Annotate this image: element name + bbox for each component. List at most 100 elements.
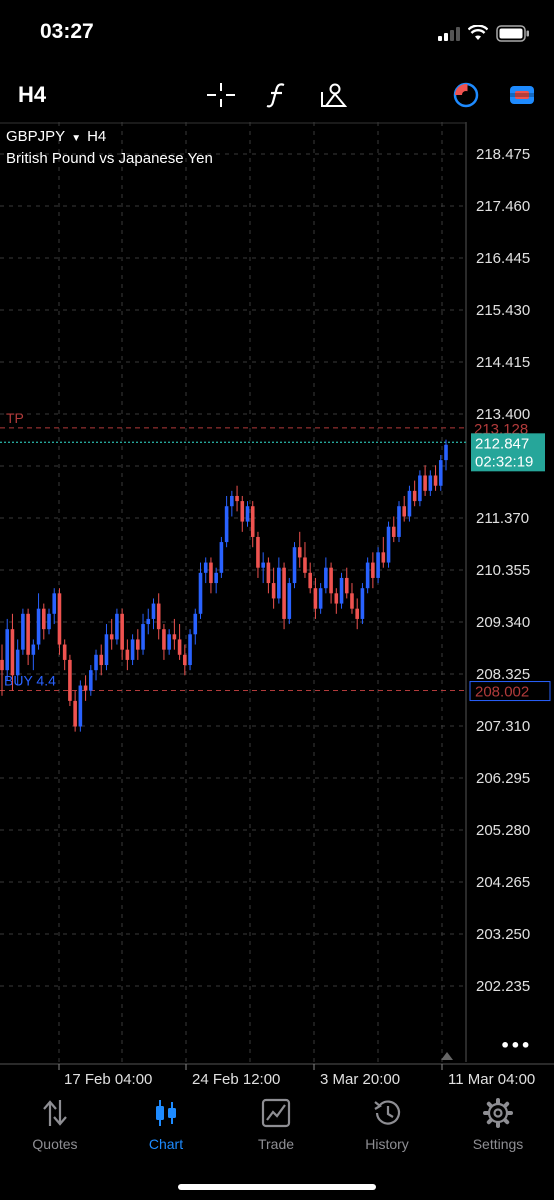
- candle: [376, 547, 380, 584]
- candle: [308, 562, 312, 594]
- price-chart[interactable]: TP BUY 4.4 218.475 217.460 216.445 215.430 21…: [0, 122, 554, 1092]
- candle-body: [115, 613, 119, 640]
- tab-settings[interactable]: Settings: [448, 1098, 548, 1158]
- candle-body: [407, 490, 412, 517]
- price-tick-label: 204.265: [476, 874, 530, 891]
- one-click-trading-icon[interactable]: [451, 82, 481, 108]
- price-tick-label: 214.415: [476, 354, 530, 371]
- price-tick-label: 208.325: [476, 666, 530, 683]
- candle-body: [376, 552, 380, 578]
- candle: [209, 557, 213, 594]
- candle-body: [0, 659, 4, 671]
- candle-body: [334, 593, 339, 604]
- price-tick-label: 207.310: [476, 718, 530, 735]
- tab-history[interactable]: History: [337, 1098, 437, 1158]
- candle-body: [297, 547, 302, 558]
- candle-body: [303, 557, 307, 573]
- candle-body: [271, 583, 276, 599]
- countdown-label: 02:32:19: [475, 453, 533, 470]
- objects-icon[interactable]: [318, 82, 348, 108]
- candle-body: [52, 593, 57, 614]
- trade-icon: [261, 1098, 291, 1128]
- candle-body: [418, 475, 422, 502]
- candle: [214, 567, 218, 594]
- current-price-label: 212.847: [475, 435, 529, 452]
- chart-settings-icon[interactable]: [507, 82, 537, 108]
- candle-body: [177, 639, 182, 655]
- candle-body: [365, 562, 370, 589]
- candle: [423, 465, 427, 496]
- candle: [73, 690, 77, 732]
- candle-body: [203, 562, 208, 573]
- current-price-badge: [471, 433, 545, 472]
- candle-body: [386, 526, 391, 563]
- candle: [344, 567, 349, 599]
- tab-chart[interactable]: Chart: [116, 1098, 216, 1158]
- candle: [89, 665, 93, 696]
- tab-label: Quotes: [32, 1136, 78, 1152]
- candle-body: [31, 644, 36, 655]
- candle: [151, 598, 156, 630]
- candle-body: [423, 475, 427, 491]
- candle: [256, 531, 260, 578]
- price-tick-label: 205.280: [476, 822, 530, 839]
- candle: [418, 470, 422, 507]
- time-tick-label: 17 Feb 04:00: [64, 1071, 152, 1088]
- candle-body: [5, 629, 10, 671]
- candle-body: [277, 567, 281, 599]
- candle: [324, 557, 328, 594]
- candle: [188, 629, 192, 671]
- symbol-header[interactable]: GBPJPY ▼ H4: [6, 128, 106, 145]
- candle-body: [230, 495, 234, 507]
- candle-body: [109, 634, 114, 640]
- candle: [99, 644, 104, 676]
- candle: [438, 454, 443, 491]
- candle: [52, 588, 57, 625]
- candle: [313, 577, 318, 619]
- candle: [193, 608, 198, 645]
- candle: [156, 593, 161, 640]
- price-tick-label: 216.445: [476, 250, 530, 267]
- crosshair-icon[interactable]: [206, 82, 236, 108]
- chart-toolbar: H4: [0, 70, 554, 120]
- candle: [235, 485, 239, 512]
- candle-body: [146, 618, 151, 625]
- more-options-button[interactable]: •••: [500, 1036, 531, 1055]
- candle: [62, 639, 67, 671]
- tab-quotes[interactable]: Quotes: [5, 1098, 105, 1158]
- candle-body: [433, 475, 438, 486]
- candle: [5, 618, 10, 681]
- candle: [245, 501, 250, 527]
- status-bar: 03:27: [0, 0, 554, 70]
- price-tick-label: 202.235: [476, 978, 530, 995]
- candle-body: [130, 639, 135, 660]
- chart-levels: TP BUY 4.4: [0, 410, 466, 692]
- candle: [177, 624, 182, 660]
- candle: [355, 598, 359, 630]
- candle-body: [250, 506, 255, 537]
- candle: [386, 521, 391, 568]
- indicators-icon[interactable]: [262, 82, 292, 108]
- candle-body: [47, 613, 51, 630]
- candle-body: [36, 608, 41, 645]
- candle-body: [83, 685, 88, 691]
- tab-trade[interactable]: Trade: [226, 1098, 326, 1158]
- candle-body: [292, 547, 297, 584]
- candle-body: [256, 536, 260, 568]
- timeframe-button[interactable]: H4: [18, 82, 47, 107]
- chart-shift-marker: [441, 1052, 453, 1060]
- candle-body: [198, 572, 203, 614]
- price-tick-label: 217.460: [476, 198, 530, 215]
- candle: [141, 613, 145, 655]
- time-tick-label: 11 Mar 04:00: [448, 1071, 535, 1088]
- tab-label: Settings: [472, 1136, 524, 1152]
- candle: [365, 557, 370, 594]
- candle: [47, 608, 51, 635]
- dropdown-arrow-icon: ▼: [71, 133, 82, 144]
- time-tick-label: 24 Feb 12:00: [192, 1071, 280, 1088]
- candle-body: [94, 654, 98, 671]
- candle: [266, 557, 271, 594]
- candle: [277, 557, 281, 604]
- candle-body: [57, 593, 62, 645]
